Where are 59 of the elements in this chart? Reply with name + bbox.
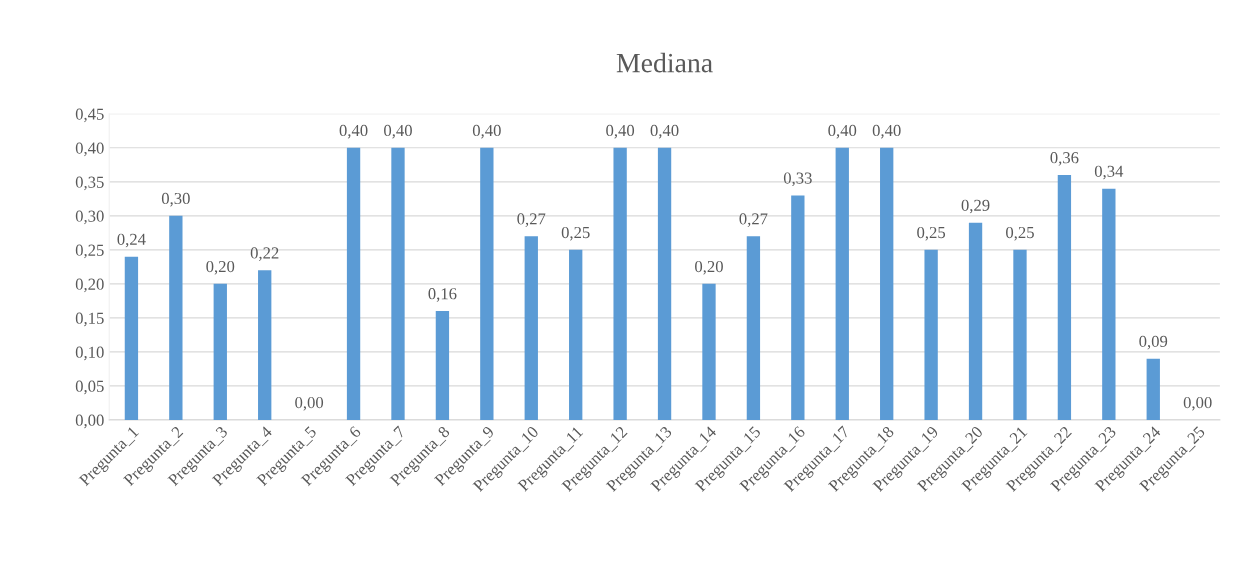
bar bbox=[124, 256, 139, 420]
data-label: 0,16 bbox=[428, 288, 457, 302]
y-tick-label: 0,00 bbox=[75, 414, 104, 429]
data-label: 0,40 bbox=[872, 124, 901, 139]
bar bbox=[258, 270, 272, 420]
bar bbox=[169, 215, 183, 420]
data-label: 0,27 bbox=[517, 213, 546, 227]
data-label: 0,40 bbox=[384, 124, 412, 139]
data-label: 0,33 bbox=[783, 172, 812, 187]
data-label: 0,22 bbox=[250, 247, 279, 261]
y-tick-label: 0,15 bbox=[75, 312, 104, 327]
bar bbox=[569, 249, 583, 420]
data-label: 0,40 bbox=[339, 124, 368, 139]
bar bbox=[791, 195, 805, 420]
data-label: 0,34 bbox=[1094, 165, 1124, 180]
data-label: 0,36 bbox=[1050, 152, 1079, 166]
data-label: 0,30 bbox=[161, 192, 190, 207]
bar bbox=[391, 147, 405, 420]
y-tick-label: 0,30 bbox=[75, 210, 104, 225]
bar bbox=[435, 311, 450, 420]
y-tick-label: 0,40 bbox=[75, 142, 104, 157]
bar bbox=[880, 147, 894, 420]
data-label: 0,27 bbox=[739, 213, 768, 227]
data-label: 0,40 bbox=[650, 124, 679, 139]
bar bbox=[835, 147, 849, 420]
bar bbox=[346, 147, 361, 420]
y-tick-label: 0,45 bbox=[75, 108, 104, 123]
data-label: 0,24 bbox=[117, 233, 146, 248]
data-label: 0,00 bbox=[295, 396, 324, 411]
data-label: 0,20 bbox=[695, 260, 723, 275]
data-label: 0,09 bbox=[1139, 335, 1168, 350]
data-label: 0,20 bbox=[206, 260, 235, 275]
data-label: 0,40 bbox=[472, 124, 501, 139]
bar bbox=[702, 283, 716, 420]
y-tick-label: 0,25 bbox=[75, 244, 104, 259]
bar bbox=[213, 283, 227, 420]
bar bbox=[1146, 358, 1160, 420]
bar bbox=[1102, 188, 1116, 420]
bar bbox=[613, 147, 627, 420]
y-tick-label: 0,35 bbox=[75, 176, 104, 191]
data-label: 0,29 bbox=[961, 199, 990, 214]
data-label: 0,25 bbox=[1006, 226, 1034, 241]
data-label: 0,25 bbox=[917, 226, 946, 241]
bar bbox=[657, 147, 672, 420]
data-label: 0,40 bbox=[606, 124, 635, 139]
bar bbox=[524, 236, 538, 420]
data-label: 0,40 bbox=[828, 124, 857, 139]
y-tick-label: 0,10 bbox=[75, 346, 104, 361]
y-tick-label: 0,05 bbox=[75, 380, 104, 395]
bar bbox=[746, 236, 761, 420]
y-tick-label: 0,20 bbox=[75, 278, 104, 293]
bar bbox=[968, 222, 983, 420]
data-label: 0,00 bbox=[1183, 396, 1212, 411]
chart-title: Mediana bbox=[616, 52, 713, 73]
bar bbox=[480, 147, 494, 420]
bar bbox=[924, 249, 938, 420]
data-label: 0,25 bbox=[561, 226, 590, 241]
bar bbox=[1057, 175, 1072, 420]
bar bbox=[1013, 249, 1027, 420]
